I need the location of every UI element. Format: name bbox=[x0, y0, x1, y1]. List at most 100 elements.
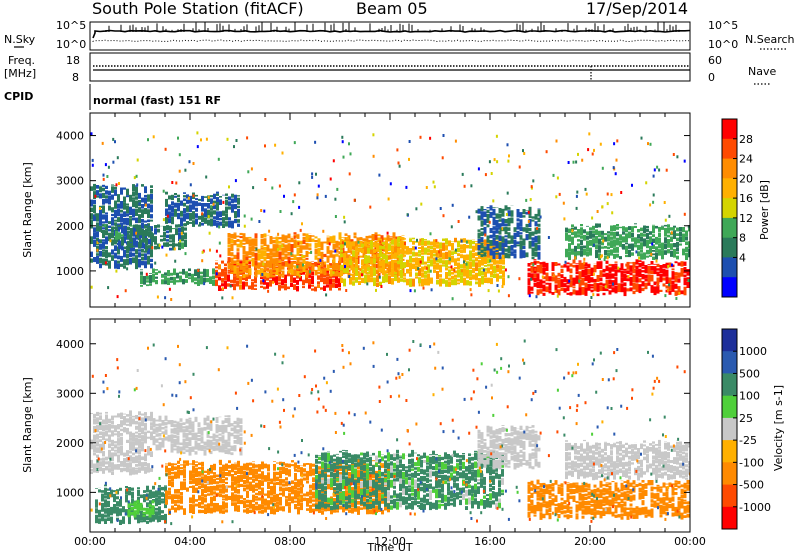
heatmap-cell bbox=[417, 473, 420, 476]
heatmap-cell bbox=[327, 504, 330, 508]
heatmap-cell bbox=[604, 442, 607, 443]
heatmap-speckle bbox=[292, 200, 294, 203]
heatmap-cell bbox=[355, 277, 358, 283]
heatmap-cell bbox=[354, 454, 357, 462]
heatmap-speckle bbox=[684, 370, 686, 373]
heatmap-cell bbox=[144, 186, 147, 193]
heatmap-cell bbox=[228, 432, 231, 441]
heatmap-cell bbox=[318, 466, 321, 470]
heatmap-cell bbox=[120, 437, 123, 445]
heatmap-cell bbox=[312, 239, 315, 242]
heatmap-cell bbox=[681, 290, 684, 294]
heatmap-cell bbox=[624, 491, 627, 500]
heatmap-cell bbox=[102, 205, 105, 213]
heatmap-cell bbox=[360, 256, 363, 258]
heatmap-cell bbox=[267, 490, 270, 498]
heatmap-cell bbox=[237, 461, 240, 468]
heatmap-speckle bbox=[161, 246, 163, 249]
heatmap-cell bbox=[231, 423, 234, 426]
heatmap-cell bbox=[240, 437, 243, 445]
heatmap-speckle bbox=[267, 290, 269, 293]
heatmap-cell bbox=[487, 458, 490, 465]
heatmap-speckle bbox=[294, 407, 296, 410]
heatmap-cell bbox=[634, 245, 637, 248]
heatmap-speckle bbox=[219, 254, 221, 257]
heatmap-speckle bbox=[555, 513, 557, 516]
heatmap-cell bbox=[243, 501, 246, 508]
heatmap-speckle bbox=[369, 421, 371, 424]
heatmap-cell bbox=[122, 516, 125, 524]
heatmap-cell bbox=[174, 494, 177, 499]
heatmap-speckle bbox=[518, 499, 520, 502]
heatmap-cell bbox=[261, 269, 264, 274]
heatmap-cell bbox=[457, 282, 460, 284]
heatmap-speckle bbox=[279, 185, 281, 188]
heatmap-cell bbox=[222, 471, 225, 478]
heatmap-cell bbox=[330, 498, 333, 505]
heatmap-cell bbox=[370, 258, 373, 264]
heatmap-cell bbox=[300, 241, 303, 245]
heatmap-cell bbox=[261, 462, 264, 470]
heatmap-speckle bbox=[202, 251, 204, 254]
heatmap-cell bbox=[376, 271, 379, 275]
heatmap-speckle bbox=[361, 273, 363, 276]
heatmap-cell bbox=[648, 264, 651, 265]
heatmap-speckle bbox=[315, 487, 317, 490]
heatmap-cell bbox=[436, 263, 439, 270]
heatmap-cell bbox=[154, 246, 157, 250]
heatmap-cell bbox=[243, 233, 246, 242]
heatmap-cell bbox=[370, 269, 373, 278]
heatmap-cell bbox=[150, 451, 153, 457]
heatmap-cell bbox=[192, 460, 195, 465]
heatmap-cell bbox=[308, 285, 311, 289]
heatmap-cell bbox=[444, 452, 447, 459]
heatmap-cell bbox=[258, 474, 261, 479]
heatmap-speckle bbox=[165, 357, 167, 360]
heatmap-cell bbox=[216, 448, 219, 451]
heatmap-speckle bbox=[492, 199, 494, 202]
heatmap-speckle bbox=[436, 472, 438, 475]
heatmap-cell bbox=[382, 242, 385, 245]
heatmap-cell bbox=[673, 230, 676, 239]
heatmap-speckle bbox=[254, 511, 256, 514]
heatmap-speckle bbox=[530, 500, 532, 503]
heatmap-cell bbox=[300, 270, 303, 273]
heatmap-cell bbox=[600, 481, 603, 488]
heatmap-cell bbox=[121, 228, 124, 234]
heatmap-speckle bbox=[640, 453, 642, 456]
heatmap-cell bbox=[327, 236, 330, 237]
heatmap-cell bbox=[348, 501, 351, 504]
heatmap-cell bbox=[102, 214, 105, 219]
heatmap-cell bbox=[426, 499, 429, 505]
heatmap-cell bbox=[168, 435, 171, 442]
heatmap-cell bbox=[216, 221, 219, 223]
heatmap-cell bbox=[297, 465, 300, 470]
heatmap-cell bbox=[336, 466, 339, 470]
heatmap-cell bbox=[168, 463, 171, 467]
heatmap-cell bbox=[682, 445, 685, 452]
heatmap-speckle bbox=[628, 497, 630, 500]
heatmap-speckle bbox=[92, 159, 94, 162]
heatmap-cell bbox=[134, 510, 137, 517]
heatmap-cell bbox=[234, 476, 237, 485]
heatmap-cell bbox=[179, 272, 182, 274]
heatmap-cell bbox=[432, 466, 435, 470]
heatmap-cell bbox=[499, 460, 502, 470]
heatmap-cell bbox=[237, 489, 240, 494]
heatmap-speckle bbox=[571, 229, 573, 232]
heatmap-cell bbox=[561, 265, 564, 267]
heatmap-cell bbox=[568, 443, 571, 450]
heatmap-cell bbox=[535, 236, 538, 243]
heatmap-speckle bbox=[366, 282, 368, 285]
heatmap-speckle bbox=[524, 340, 526, 343]
heatmap-cell bbox=[573, 260, 576, 264]
heatmap-speckle bbox=[311, 176, 313, 179]
heatmap-speckle bbox=[420, 481, 422, 484]
colorbar-segment bbox=[722, 277, 737, 297]
heatmap-cell bbox=[474, 470, 477, 478]
heatmap-cell bbox=[141, 219, 144, 222]
heatmap-cell bbox=[384, 487, 387, 497]
heatmap-cell bbox=[478, 209, 481, 214]
heatmap-speckle bbox=[525, 199, 527, 202]
heatmap-speckle bbox=[601, 420, 603, 423]
